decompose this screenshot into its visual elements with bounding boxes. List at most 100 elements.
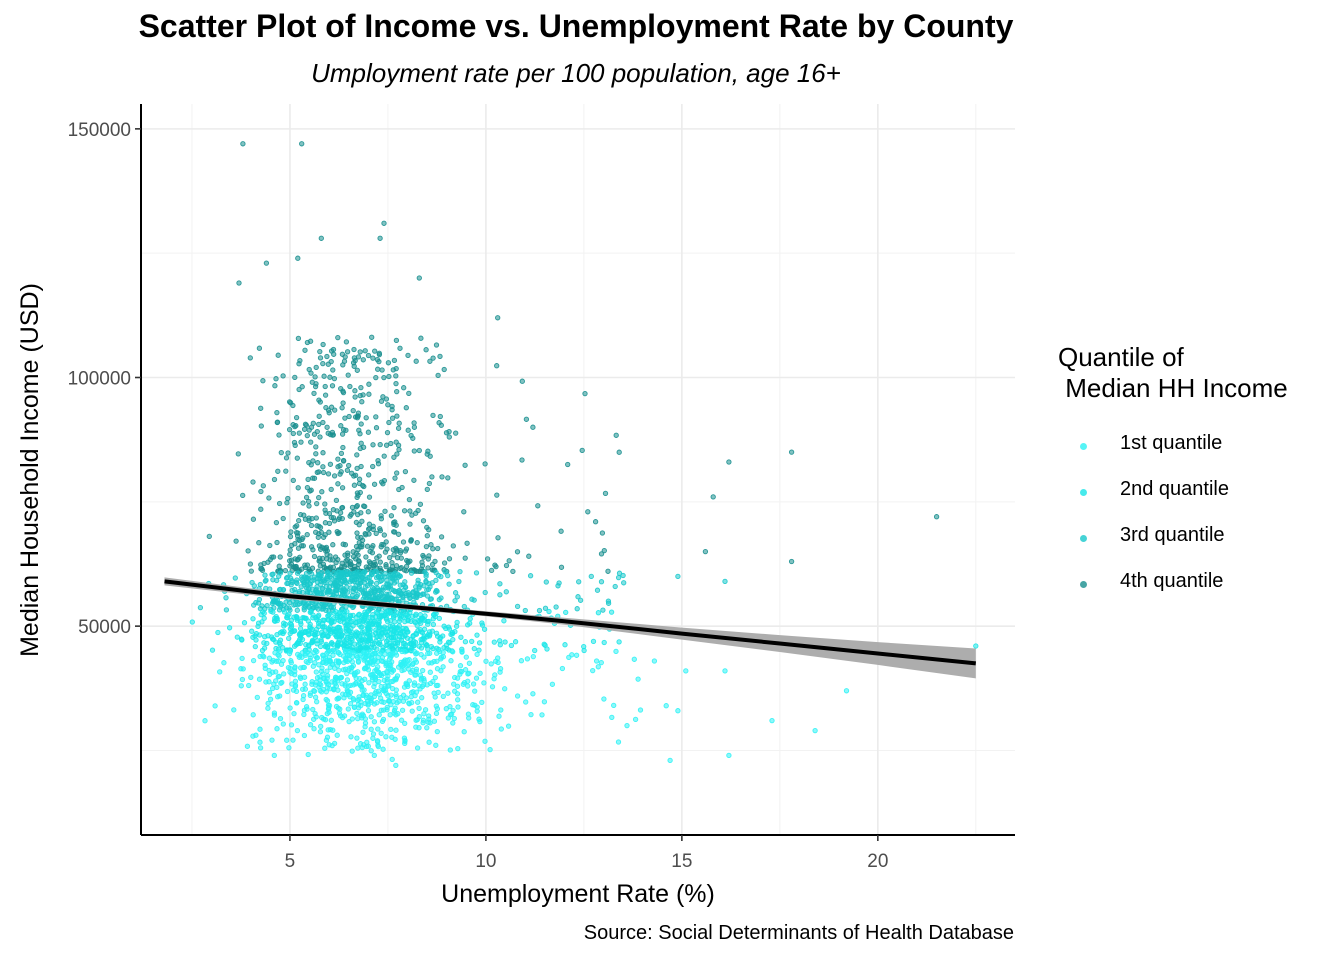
data-point — [491, 639, 497, 645]
data-point — [488, 567, 495, 574]
data-point — [427, 669, 433, 675]
data-point — [284, 500, 290, 506]
data-point — [372, 568, 378, 575]
data-point — [292, 442, 298, 449]
data-point — [260, 483, 266, 489]
data-point — [257, 653, 263, 660]
data-point — [253, 600, 259, 606]
data-point — [250, 516, 257, 522]
data-point — [843, 688, 850, 694]
data-point — [355, 745, 361, 751]
data-point — [495, 315, 501, 321]
data-point — [359, 711, 366, 717]
data-point — [388, 513, 395, 519]
data-point — [277, 637, 284, 643]
data-point — [259, 647, 266, 654]
data-point — [265, 705, 271, 711]
data-point — [313, 626, 320, 633]
data-point — [314, 637, 320, 644]
data-point — [722, 578, 728, 585]
data-point — [453, 430, 459, 436]
data-point — [433, 577, 439, 584]
data-point — [615, 739, 622, 745]
data-point — [419, 616, 425, 622]
data-point — [327, 553, 333, 559]
data-point — [434, 658, 440, 664]
data-point — [282, 621, 289, 627]
data-point — [354, 530, 360, 536]
data-point — [491, 676, 497, 682]
data-point — [420, 682, 427, 688]
data-point — [423, 573, 429, 579]
data-point — [342, 552, 348, 558]
data-point — [474, 632, 480, 638]
data-point — [519, 457, 525, 463]
data-point — [416, 275, 422, 281]
data-point — [273, 678, 279, 684]
data-point — [432, 558, 438, 565]
data-point — [598, 551, 605, 557]
data-point — [287, 570, 293, 576]
data-point — [383, 661, 389, 667]
data-point — [321, 373, 327, 379]
data-point — [328, 486, 334, 493]
data-point — [375, 457, 381, 464]
data-point — [403, 681, 409, 688]
data-point — [573, 652, 580, 658]
data-point — [812, 727, 818, 734]
data-point — [454, 683, 461, 689]
data-point — [301, 574, 307, 580]
data-point — [456, 578, 462, 585]
data-point — [391, 504, 397, 511]
data-point — [281, 671, 287, 677]
data-point — [611, 702, 617, 709]
data-point — [402, 661, 408, 667]
data-point — [353, 550, 359, 557]
data-point — [247, 561, 254, 567]
data-point — [532, 647, 538, 654]
data-point — [347, 513, 353, 519]
data-point — [423, 543, 430, 550]
data-point — [273, 669, 279, 675]
data-point — [306, 503, 312, 509]
data-point — [356, 647, 362, 654]
data-point — [325, 616, 331, 623]
data-point — [393, 380, 399, 387]
data-point — [370, 661, 376, 668]
data-point — [311, 390, 317, 397]
data-point — [318, 723, 324, 730]
data-point — [336, 516, 342, 522]
data-point — [288, 621, 295, 628]
data-point — [343, 339, 350, 345]
data-point — [446, 556, 453, 562]
data-point — [330, 507, 337, 513]
data-point — [290, 430, 296, 437]
data-point — [431, 718, 438, 724]
data-point — [295, 530, 301, 536]
data-point — [598, 659, 604, 666]
data-point — [446, 428, 452, 435]
data-point — [592, 519, 599, 525]
data-point — [388, 440, 394, 447]
data-point — [416, 584, 422, 590]
data-point — [329, 742, 335, 749]
data-point — [312, 660, 318, 666]
data-point — [335, 650, 342, 656]
data-point — [372, 651, 378, 657]
data-point — [514, 693, 521, 699]
data-point — [305, 576, 311, 582]
data-point — [295, 556, 301, 562]
data-point — [360, 444, 367, 450]
data-point — [405, 618, 411, 624]
data-point — [390, 547, 396, 553]
trend-line — [164, 579, 977, 666]
data-point — [438, 534, 445, 540]
data-point — [372, 668, 378, 674]
data-point — [343, 648, 349, 655]
data-point — [404, 629, 410, 635]
data-point — [390, 571, 396, 578]
data-point — [421, 626, 428, 632]
data-point — [305, 659, 311, 666]
data-point — [559, 665, 566, 672]
